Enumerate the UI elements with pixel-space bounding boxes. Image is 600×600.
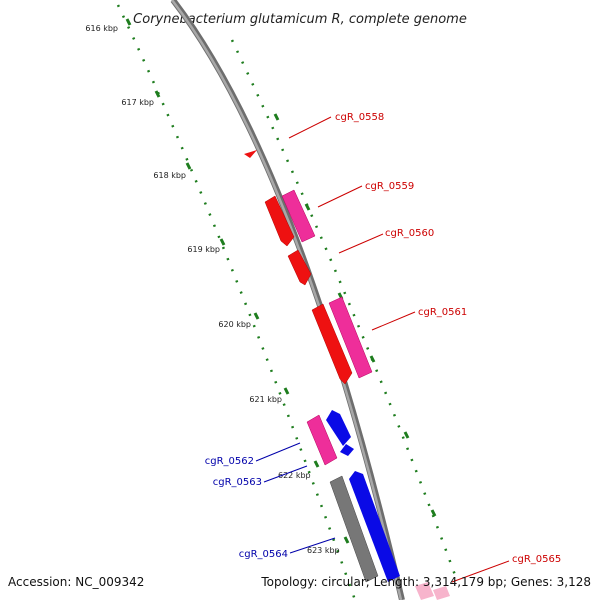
scale-labels: 616 kbp 617 kbp 618 kbp 619 kbp 620 kbp … <box>85 24 339 555</box>
accession-text: Accession: NC_009342 <box>8 575 144 589</box>
gene-label-cgR_0563[interactable]: cgR_0563 <box>213 477 262 488</box>
scale-label-618: 618 kbp <box>153 171 186 180</box>
gene-label-cgR_0565[interactable]: cgR_0565 <box>512 554 561 565</box>
label-leaders <box>255 116 510 583</box>
gene-labels: cgR_0558 cgR_0559 cgR_0560 cgR_0561 cgR_… <box>205 112 562 565</box>
genome-backbone <box>170 0 405 600</box>
gene-cgR_0563-blue-lower <box>340 444 354 456</box>
gene-cgR_0560-red <box>287 249 312 286</box>
outer-tick-ring <box>230 39 457 576</box>
scale-label-621: 621 kbp <box>249 395 282 404</box>
gene-cgR_0563-blue-upper <box>326 410 351 446</box>
gene-cgR_0559-red <box>264 195 295 247</box>
scale-label-617: 617 kbp <box>121 98 154 107</box>
gene-features <box>244 150 450 600</box>
gene-cgR_0565-light-pink <box>415 582 434 600</box>
gene-cgR_0561-red <box>311 303 353 385</box>
scale-label-616: 616 kbp <box>85 24 118 33</box>
scale-label-623: 623 kbp <box>307 546 340 555</box>
map-title: Corynebacterium glutamicum R, complete g… <box>133 12 467 27</box>
topology-text: Topology: circular; Length: 3,314,179 bp… <box>260 575 591 589</box>
gene-label-cgR_0564[interactable]: cgR_0564 <box>239 549 288 560</box>
gene-cgR_0564-blue <box>349 471 400 582</box>
gene-cgR_0565-light-pink-2 <box>433 586 450 600</box>
gene-cgR_0558-arrow <box>244 150 257 158</box>
scale-label-620: 620 kbp <box>218 320 251 329</box>
gene-label-cgR_0559[interactable]: cgR_0559 <box>365 181 414 192</box>
major-ticks <box>125 18 437 544</box>
gene-label-cgR_0562[interactable]: cgR_0562 <box>205 456 254 467</box>
gene-label-cgR_0561[interactable]: cgR_0561 <box>418 307 467 318</box>
inner-tick-ring <box>116 4 357 600</box>
gene-cgR_0561-pink <box>328 296 373 379</box>
gene-cgR_0559-pink <box>281 189 316 243</box>
scale-label-622: 622 kbp <box>278 471 311 480</box>
gene-label-cgR_0560[interactable]: cgR_0560 <box>385 228 434 239</box>
gene-cgR_0562-pink <box>306 414 338 466</box>
gene-label-cgR_0558[interactable]: cgR_0558 <box>335 112 384 123</box>
gene-cgR_0564-gray <box>329 475 379 583</box>
scale-label-619: 619 kbp <box>187 245 220 254</box>
